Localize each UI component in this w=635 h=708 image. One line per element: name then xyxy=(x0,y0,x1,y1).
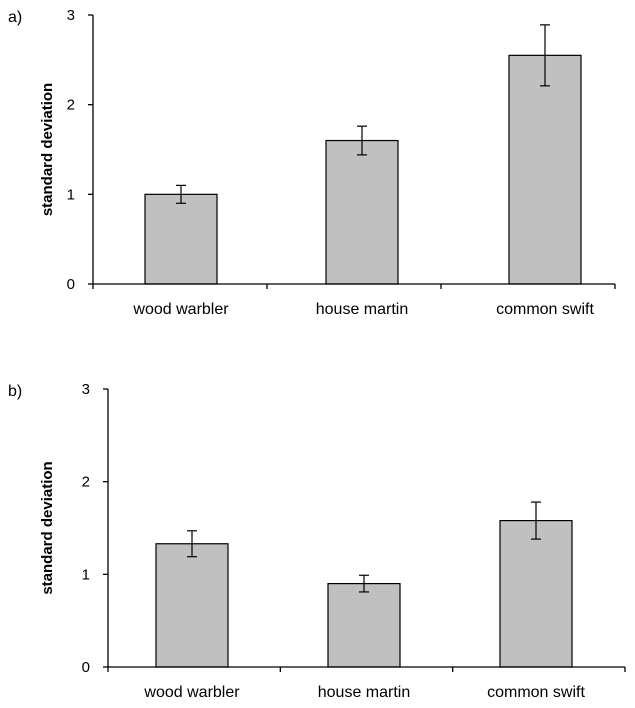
panel-a-y-axis-title: standard deviation xyxy=(39,83,56,216)
panel-b-y-tick-label-3: 3 xyxy=(82,381,90,398)
panel-a-label: a) xyxy=(8,9,22,26)
panel-b-bar-0 xyxy=(155,543,229,668)
panel-b-chart: b) standard deviation wood warbler house ma… xyxy=(8,381,626,701)
panel-b-category-label-1: house martin xyxy=(318,684,411,701)
panel-b-category-label-0: wood warbler xyxy=(143,684,240,701)
panel-a-y-tick-label-2: 2 xyxy=(67,97,75,114)
panel-a-y-tick-label-0: 0 xyxy=(67,276,75,293)
panel-a-category-label-2: common swift xyxy=(496,301,594,318)
panel-a-bar-2 xyxy=(508,54,582,285)
panel-a-y-tick-label-1: 1 xyxy=(67,186,75,203)
panel-b-y-tick-label-0: 0 xyxy=(82,659,90,676)
panel-a-chart: a) standard deviation wood warbler house ma… xyxy=(8,7,616,318)
panel-b-bar-2 xyxy=(499,519,573,668)
panel-a-y-tick-label-3: 3 xyxy=(67,7,75,24)
panel-b-bar-1 xyxy=(327,582,401,668)
panel-b-y-tick-label-1: 1 xyxy=(82,566,90,583)
panel-a-bar-1 xyxy=(325,139,399,285)
panel-a-category-label-1: house martin xyxy=(316,301,409,318)
panel-b-label: b) xyxy=(8,383,22,400)
panel-b-y-tick-label-2: 2 xyxy=(82,474,90,491)
panel-b-y-axis-title: standard deviation xyxy=(39,461,56,594)
panel-a-bar-0 xyxy=(144,193,218,285)
panel-b-category-label-2: common swift xyxy=(487,684,585,701)
panel-a-category-label-0: wood warbler xyxy=(132,301,229,318)
